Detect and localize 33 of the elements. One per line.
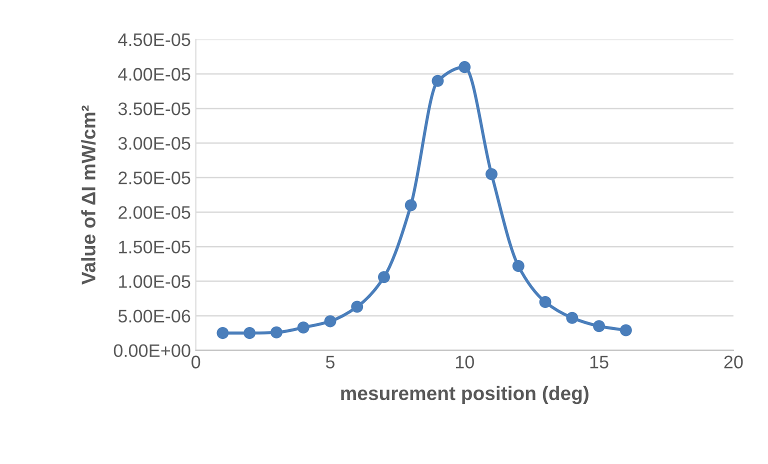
point [566, 312, 578, 324]
point [297, 322, 310, 334]
point [404, 199, 417, 212]
x-axis-title: mesurement position (deg) [341, 386, 588, 404]
point [244, 327, 256, 340]
x-tick-label: 20 [724, 356, 743, 368]
y-tick-label: 1.00E-05 [119, 275, 190, 288]
x-tick-label: 10 [456, 356, 474, 368]
point [512, 260, 524, 272]
point [539, 296, 552, 308]
y-tick-label: 2.50E-05 [118, 172, 190, 184]
y-tick-label: 4.50E-05 [118, 33, 190, 46]
point [620, 324, 632, 336]
y-tick-label: 5.00E-06 [118, 310, 190, 322]
point [593, 320, 606, 332]
point [270, 326, 282, 338]
x-tick-label: 0 [192, 356, 200, 368]
y-axis-title: Value of ΔI mW/cm² [81, 105, 96, 285]
y-tick-label: 3.50E-05 [118, 102, 190, 116]
point [324, 315, 336, 328]
x-tick-label: 15 [590, 356, 608, 368]
point [458, 61, 471, 74]
point [378, 271, 390, 284]
y-tick-label: 2.00E-05 [118, 206, 190, 219]
y-tick-label: 1.50E-05 [119, 240, 190, 254]
y-tick-label: 0.00E+00 [114, 344, 190, 358]
y-tick-label: 4.00E-05 [118, 68, 190, 81]
point [486, 168, 498, 180]
x-tick-label: 5 [326, 356, 335, 368]
point [432, 74, 444, 87]
point [216, 327, 229, 340]
point [351, 300, 364, 313]
y-tick-label: 3.00E-05 [118, 137, 190, 150]
